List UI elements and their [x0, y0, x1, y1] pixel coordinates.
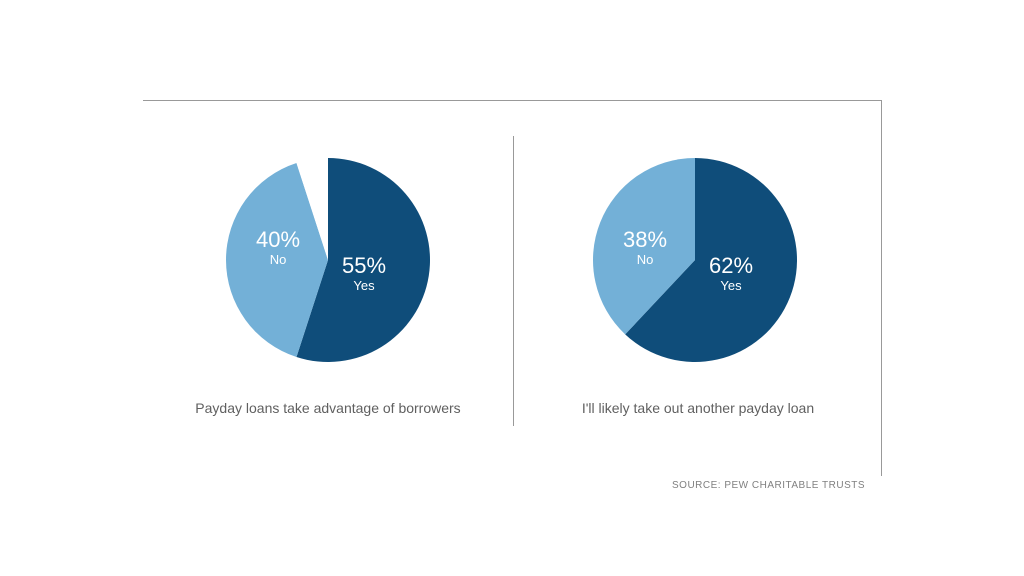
panel-rule-right — [881, 100, 882, 476]
pie-svg — [224, 156, 432, 364]
pie-chart-0: 55%Yes40%No — [224, 156, 432, 364]
panel-divider — [513, 136, 514, 426]
panel-rule-top — [143, 100, 881, 101]
pie-svg — [591, 156, 799, 364]
pie-caption-0: Payday loans take advantage of borrowers — [170, 400, 486, 416]
source-text: SOURCE: PEW CHARITABLE TRUSTS — [672, 480, 865, 491]
pie-caption-1: I'll likely take out another payday loan — [540, 400, 856, 416]
pie-chart-1: 62%Yes38%No — [591, 156, 799, 364]
